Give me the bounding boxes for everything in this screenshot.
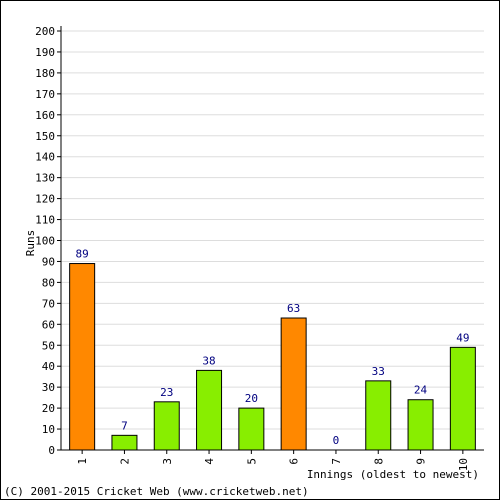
- bar: [449, 346, 476, 451]
- y-tick-label: 50: [42, 339, 55, 352]
- x-axis-label: Innings (oldest to newest): [307, 468, 479, 481]
- y-tick-label: 180: [35, 67, 55, 80]
- y-tick-label: 10: [42, 423, 55, 436]
- y-tick-label: 100: [35, 235, 55, 248]
- y-tick-label: 160: [35, 109, 55, 122]
- bars: [69, 263, 476, 451]
- data-label: 33: [372, 365, 385, 378]
- data-label: 7: [121, 419, 128, 432]
- data-label: 38: [202, 354, 215, 367]
- data-label: 63: [287, 302, 300, 315]
- bar: [69, 263, 96, 451]
- x-tick-label: 4: [203, 458, 216, 465]
- y-tick-label: 0: [48, 444, 55, 457]
- grid-lines: [61, 30, 484, 430]
- y-tick-label: 40: [42, 360, 55, 373]
- y-tick-label: 200: [35, 25, 55, 38]
- x-tick-label: 9: [415, 458, 428, 465]
- data-label: 24: [414, 384, 428, 397]
- x-tick-label: 8: [372, 458, 385, 465]
- y-tick-label: 120: [35, 193, 55, 206]
- bar: [196, 369, 223, 451]
- x-axis-ticks: 1 2 3 4 5 6 7 8 9 10: [76, 450, 470, 471]
- x-tick-label: 3: [161, 458, 174, 465]
- y-tick-label: 140: [35, 151, 55, 164]
- y-tick-label: 190: [35, 46, 55, 59]
- y-tick-label: 150: [35, 130, 55, 143]
- x-tick-label: 6: [288, 458, 301, 465]
- x-tick-label: 5: [245, 458, 258, 465]
- y-tick-label: 170: [35, 88, 55, 101]
- data-label: 23: [160, 386, 173, 399]
- bar: [365, 380, 392, 451]
- y-axis-ticks: 0 10 20 30 40 50 60 70 80 90 100 110 120 130 140 150 160…: [35, 25, 61, 457]
- y-tick-label: 70: [42, 297, 55, 310]
- y-tick-label: 60: [42, 318, 55, 331]
- bar: [153, 401, 180, 451]
- bar: [111, 434, 138, 451]
- x-tick-label: 2: [118, 458, 131, 465]
- y-tick-label: 30: [42, 381, 55, 394]
- data-label: 89: [76, 248, 89, 261]
- y-tick-label: 90: [42, 255, 55, 268]
- y-tick-label: 80: [42, 276, 55, 289]
- y-tick-label: 130: [35, 172, 55, 185]
- data-label: 20: [245, 392, 258, 405]
- bar: [238, 407, 265, 451]
- bar: [280, 317, 307, 451]
- data-label: 0: [333, 434, 340, 447]
- data-label: 49: [456, 331, 469, 344]
- value-labels: 89 7 23 38 20 63 0 33 24 49: [76, 248, 470, 447]
- y-tick-label: 110: [35, 214, 55, 227]
- x-tick-label: 10: [457, 458, 470, 471]
- y-axis-label: Runs: [24, 230, 37, 257]
- y-tick-label: 20: [42, 402, 55, 415]
- x-tick-label: 1: [76, 458, 89, 465]
- x-tick-label: 7: [330, 458, 343, 465]
- copyright-footer: (C) 2001-2015 Cricket Web (www.cricketwe…: [4, 485, 309, 498]
- bar: [407, 399, 434, 451]
